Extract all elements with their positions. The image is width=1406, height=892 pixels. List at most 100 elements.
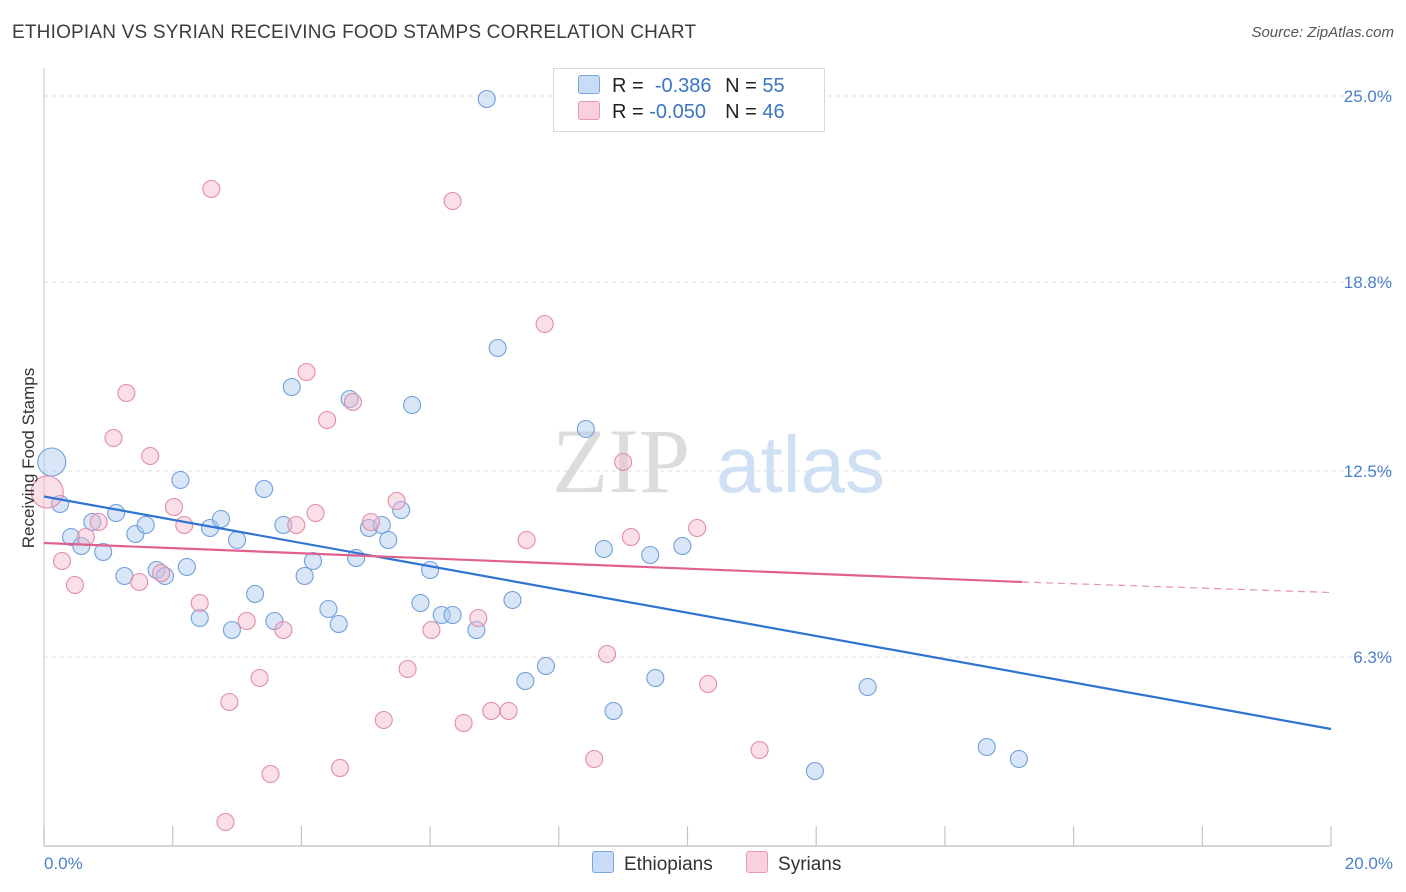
ethiopian-point	[107, 503, 126, 523]
ethiopian-point	[641, 545, 660, 565]
syrian-point	[688, 518, 707, 538]
ethiopian-point	[72, 536, 91, 556]
syrian-point	[76, 527, 95, 547]
syrian-trend-extension	[1022, 581, 1332, 594]
ethiopian-point	[443, 605, 462, 625]
legend-r-label: R =	[612, 75, 644, 97]
ethiopian-point	[303, 551, 323, 571]
ethiopian-point	[319, 599, 338, 619]
syrian-point	[250, 668, 269, 688]
syrian-point	[499, 701, 518, 721]
ethiopian-trend-line	[43, 495, 1332, 731]
syrian-point	[621, 527, 640, 547]
ethiopian-point	[403, 395, 422, 415]
ethiopian-point	[432, 605, 451, 625]
ethiopian-point	[516, 671, 535, 691]
legend-n-label: N =	[725, 75, 757, 97]
y-axis-label: Receiving Food Stamps	[19, 368, 38, 548]
syrian-point	[343, 392, 362, 412]
syrian-point	[52, 551, 72, 571]
syrian-point	[469, 608, 488, 628]
syrian-point	[65, 575, 84, 595]
syrian-point	[482, 701, 501, 721]
syrian-point	[117, 383, 136, 403]
ethiopian-point	[646, 668, 665, 688]
syrian-point	[202, 179, 221, 199]
syrian-point	[104, 428, 123, 448]
series-legend: Ethiopians Syrians	[592, 851, 869, 876]
ethiopian-point	[421, 560, 440, 580]
ethiopian-point	[37, 447, 67, 477]
syrian-point	[30, 475, 64, 509]
ethiopian-point	[379, 530, 398, 550]
ethiopian-point	[503, 590, 522, 610]
ethiopian-point	[411, 593, 430, 613]
series-legend-syrians: Syrians	[746, 851, 841, 876]
x-tick-label: 0.0%	[44, 854, 83, 873]
ethiopian-point	[977, 737, 996, 757]
ethiopian-point	[329, 614, 348, 634]
legend-n-value: 46	[762, 101, 785, 123]
chart-source: Source: ZipAtlas.com	[1251, 24, 1394, 41]
legend-swatch-ethiopians	[578, 75, 600, 94]
syrian-point	[237, 611, 256, 631]
ethiopian-point	[1009, 749, 1028, 769]
ethiopian-point	[858, 677, 877, 697]
ethiopian-point	[246, 584, 265, 604]
ethiopian-point	[177, 557, 196, 577]
ethiopian-point	[805, 761, 824, 781]
ethiopian-point	[126, 524, 145, 544]
correlation-legend: R = -0.386 N = 55 R = -0.050 N = 46	[553, 68, 825, 132]
syrian-point	[216, 812, 235, 832]
y-tick-labels: 6.3% 12.5% 18.8% 25.0%	[1344, 87, 1392, 667]
legend-r-label: R =	[612, 101, 644, 123]
syrian-point	[614, 452, 633, 472]
y-tick-label: 12.5%	[1344, 462, 1392, 481]
syrian-point	[175, 515, 194, 535]
y-tick-label: 18.8%	[1344, 273, 1392, 292]
syrian-trend-line	[43, 541, 1023, 584]
legend-swatch-syrians	[578, 101, 600, 120]
syrian-point	[443, 191, 462, 211]
ethiopian-point	[282, 377, 301, 397]
syrian-point	[287, 515, 306, 535]
ethiopian-point	[604, 701, 623, 721]
trend-lines	[43, 495, 1332, 731]
x-tick-label: 20.0%	[1345, 854, 1393, 873]
syrian-point	[454, 713, 473, 733]
ethiopian-point	[274, 515, 293, 535]
ethiopian-point	[190, 608, 209, 628]
series-legend-ethiopians: Ethiopians	[592, 851, 713, 876]
syrian-point	[374, 710, 393, 730]
legend-n-label: N =	[725, 101, 757, 123]
syrian-point	[750, 740, 769, 760]
syrian-point	[261, 764, 280, 784]
syrian-point	[152, 563, 171, 583]
x-tick-labels: 0.0% 20.0%	[44, 854, 1393, 873]
watermark: ZIP atlas	[552, 410, 885, 512]
syrian-point	[330, 758, 350, 778]
ethiopian-point	[340, 389, 359, 409]
syrian-point	[89, 512, 108, 532]
syrian-point	[422, 620, 441, 640]
syrian-point	[141, 446, 160, 466]
syrian-point	[190, 593, 209, 613]
syrian-point	[164, 497, 184, 517]
series-name: Syrians	[778, 854, 842, 875]
legend-r-value: -0.386	[654, 75, 712, 97]
watermark-atlas: atlas	[716, 420, 885, 509]
ethiopian-point	[594, 539, 613, 559]
syrian-point	[398, 659, 417, 679]
syrian-point	[517, 530, 536, 550]
syrian-point	[585, 749, 604, 769]
series-swatch-syrians	[746, 851, 769, 873]
series-swatch-ethiopians	[592, 851, 614, 873]
syrian-point	[699, 674, 718, 694]
ethiopian-point	[477, 89, 496, 109]
ethiopian-point	[171, 470, 190, 490]
ethiopian-point	[488, 338, 507, 358]
syrian-point	[297, 362, 316, 382]
syrian-point	[361, 512, 380, 532]
syrian-point	[598, 644, 617, 664]
